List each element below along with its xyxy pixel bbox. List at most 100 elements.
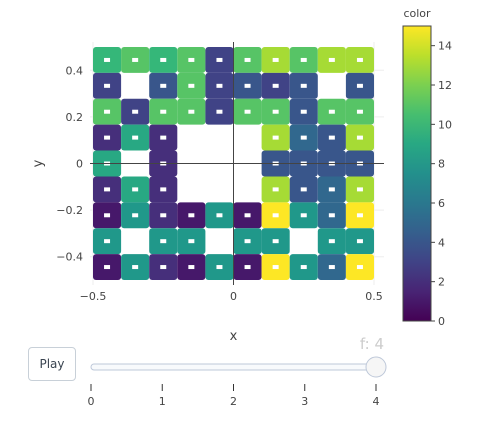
cell-marker	[328, 213, 335, 218]
cell-marker	[132, 109, 139, 114]
cell-marker	[272, 109, 279, 114]
cell-marker	[244, 213, 251, 218]
cell-marker	[104, 83, 111, 88]
cell-marker	[188, 213, 195, 218]
colorbar-tick-label: 6	[438, 197, 445, 210]
cell-marker	[300, 213, 307, 218]
x-tick-label: 0.5	[365, 290, 383, 303]
y-axis-title: y	[31, 159, 46, 167]
cell-marker	[272, 265, 279, 270]
cell-marker	[244, 57, 251, 62]
cell-marker	[356, 265, 363, 270]
slider-step-label: 4	[373, 395, 380, 408]
x-axis-title: x	[230, 329, 238, 344]
cell-marker	[300, 265, 307, 270]
cell-marker	[160, 265, 167, 270]
y-tick-label: 0	[76, 158, 83, 171]
cell-marker	[272, 187, 279, 192]
cell-marker	[356, 213, 363, 218]
cell-marker	[132, 187, 139, 192]
slider-step-label: 0	[88, 395, 95, 408]
cell-marker	[328, 57, 335, 62]
cell-marker	[188, 239, 195, 244]
cell-marker	[356, 135, 363, 140]
cell-marker	[272, 239, 279, 244]
cell-marker	[216, 109, 223, 114]
cell-marker	[160, 57, 167, 62]
slider-track[interactable]	[90, 363, 377, 371]
y-tick-label: −0.4	[56, 251, 83, 264]
slider-handle[interactable]	[365, 356, 387, 378]
colorbar-tick-label: 14	[438, 40, 452, 53]
slider-step-label: 1	[159, 395, 166, 408]
colorbar-title: color	[403, 7, 431, 20]
cell-marker	[300, 187, 307, 192]
cell-marker	[272, 213, 279, 218]
cell-marker	[244, 239, 251, 244]
colorbar-tick-label: 2	[438, 276, 445, 289]
colorbar-tick-label: 0	[438, 315, 445, 328]
cell-marker	[328, 265, 335, 270]
cell-marker	[356, 109, 363, 114]
y-tick-label: −0.2	[56, 204, 83, 217]
cell-marker	[160, 213, 167, 218]
cell-marker	[104, 57, 111, 62]
cell-marker	[160, 187, 167, 192]
cell-marker	[188, 109, 195, 114]
x-tick-label: −0.5	[80, 290, 107, 303]
cell-marker	[356, 83, 363, 88]
cell-marker	[328, 187, 335, 192]
cell-marker	[300, 57, 307, 62]
cell-marker	[188, 83, 195, 88]
slider-step-label: 2	[230, 395, 237, 408]
cell-marker	[160, 239, 167, 244]
cell-marker	[104, 109, 111, 114]
cell-marker	[188, 265, 195, 270]
y-tick-label: 0.2	[66, 111, 84, 124]
cell-marker	[132, 135, 139, 140]
slider-current-label: f: 4	[360, 335, 384, 353]
play-button[interactable]: Play	[28, 347, 76, 381]
cell-marker	[104, 187, 111, 192]
cell-marker	[300, 83, 307, 88]
cell-marker	[160, 109, 167, 114]
cell-marker	[104, 213, 111, 218]
cell-marker	[216, 213, 223, 218]
cell-marker	[132, 57, 139, 62]
cell-marker	[244, 265, 251, 270]
colorbar-tick-label: 10	[438, 118, 452, 131]
colorbar-tick-label: 8	[438, 158, 445, 171]
cell-marker	[132, 213, 139, 218]
cell-marker	[104, 265, 111, 270]
cell-marker	[160, 83, 167, 88]
cell-marker	[132, 265, 139, 270]
colorbar-tick-label: 12	[438, 79, 452, 92]
slider-step-label: 3	[301, 395, 308, 408]
y-tick-label: 0.4	[66, 64, 84, 77]
cell-marker	[272, 57, 279, 62]
cell-marker	[188, 57, 195, 62]
cell-marker	[244, 109, 251, 114]
cell-marker	[272, 83, 279, 88]
cell-marker	[244, 83, 251, 88]
cell-marker	[356, 187, 363, 192]
colorbar-tick-label: 4	[438, 236, 445, 249]
cell-marker	[216, 265, 223, 270]
colorbar	[402, 25, 432, 322]
cell-marker	[328, 135, 335, 140]
cell-marker	[328, 239, 335, 244]
cell-marker	[300, 109, 307, 114]
cell-marker	[300, 135, 307, 140]
cell-marker	[328, 109, 335, 114]
cell-marker	[272, 135, 279, 140]
cell-marker	[356, 57, 363, 62]
cell-marker	[356, 239, 363, 244]
cell-marker	[104, 239, 111, 244]
cell-marker	[216, 83, 223, 88]
cell-marker	[160, 135, 167, 140]
cell-marker	[104, 135, 111, 140]
cell-marker	[216, 57, 223, 62]
x-tick-label: 0	[230, 290, 237, 303]
